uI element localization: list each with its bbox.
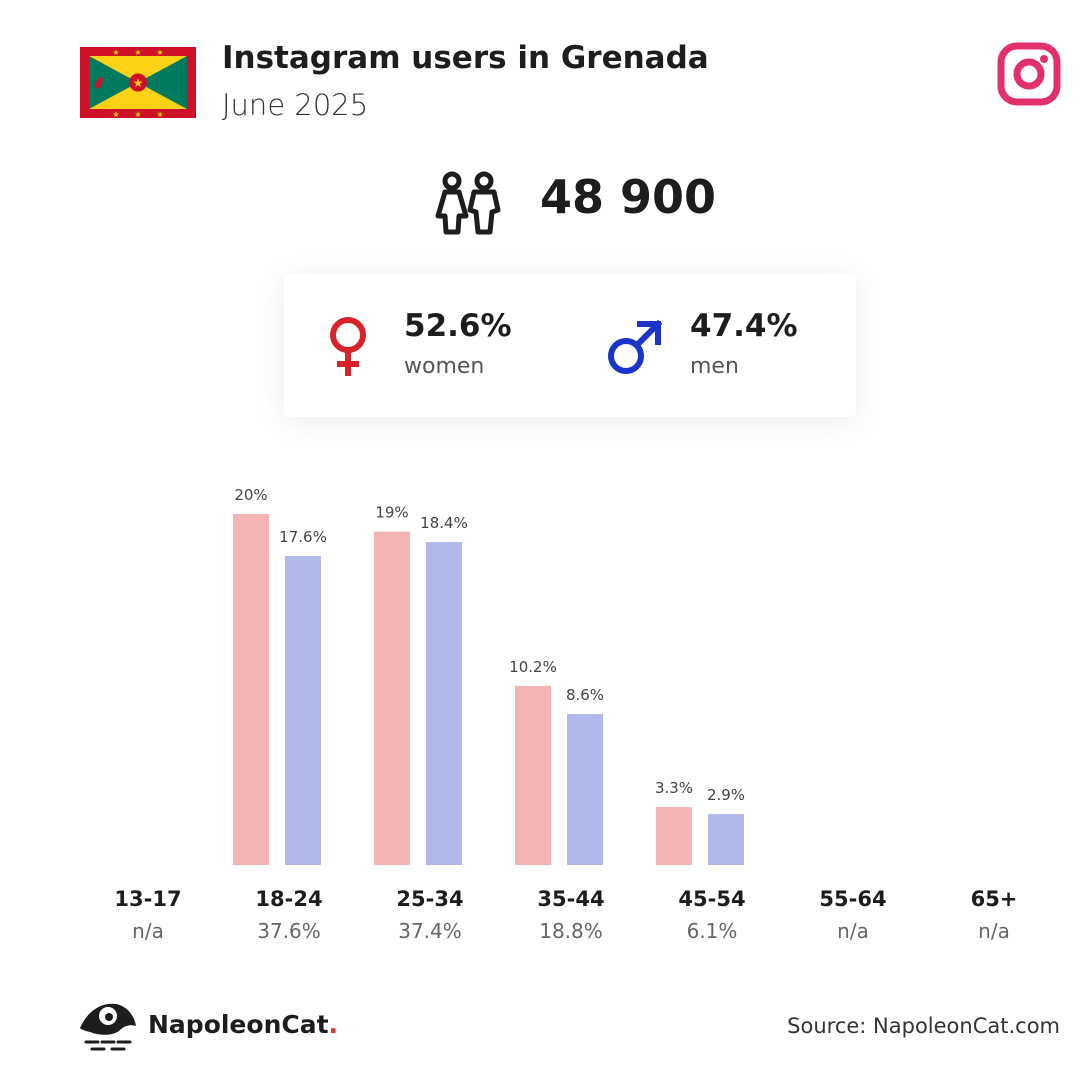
age-label-18-24: 18-24 bbox=[255, 887, 322, 911]
men-label: men bbox=[690, 354, 739, 379]
age-total-25-34: 37.4% bbox=[398, 919, 462, 943]
svg-text:★: ★ bbox=[156, 48, 163, 57]
svg-text:★: ★ bbox=[133, 76, 144, 90]
bar-men-25-34 bbox=[426, 542, 462, 865]
brand-name-text: NapoleonCat bbox=[148, 1010, 329, 1039]
data-label-women-25-34: 19% bbox=[375, 504, 408, 522]
bar-women-25-34 bbox=[374, 531, 410, 865]
men-percent: 47.4% bbox=[690, 308, 798, 344]
women-label: women bbox=[404, 354, 485, 379]
data-label-women-45-54: 3.3% bbox=[655, 779, 693, 797]
bar-women-45-54 bbox=[656, 807, 692, 865]
people-icon bbox=[435, 171, 501, 235]
svg-text:★: ★ bbox=[134, 48, 141, 57]
women-percent: 52.6% bbox=[404, 308, 512, 344]
data-label-men-35-44: 8.6% bbox=[566, 686, 604, 704]
age-label-25-34: 25-34 bbox=[396, 887, 463, 911]
age-total-65+: n/a bbox=[978, 919, 1010, 943]
source-note: Source: NapoleonCat.com bbox=[787, 1014, 1060, 1038]
instagram-icon bbox=[997, 42, 1061, 106]
age-label-55-64: 55-64 bbox=[819, 887, 886, 911]
svg-text:★: ★ bbox=[112, 48, 119, 57]
bar-men-35-44 bbox=[567, 714, 603, 865]
data-label-men-18-24: 17.6% bbox=[279, 528, 327, 546]
age-total-55-64: n/a bbox=[837, 919, 869, 943]
svg-text:★: ★ bbox=[112, 110, 119, 118]
total-users: 48 900 bbox=[540, 170, 717, 224]
bar-men-18-24 bbox=[285, 556, 321, 865]
brand-dot: . bbox=[328, 1010, 339, 1039]
bar-women-35-44 bbox=[515, 685, 551, 865]
data-label-women-18-24: 20% bbox=[234, 486, 267, 504]
male-symbol-icon bbox=[608, 319, 663, 374]
svg-text:★: ★ bbox=[134, 110, 141, 118]
female-symbol-icon bbox=[330, 317, 366, 376]
age-label-13-17: 13-17 bbox=[114, 887, 181, 911]
napoleoncat-logo-icon bbox=[80, 1003, 136, 1051]
age-total-35-44: 18.8% bbox=[539, 919, 603, 943]
data-label-men-45-54: 2.9% bbox=[707, 786, 745, 804]
gender-card bbox=[284, 274, 856, 417]
svg-text:★: ★ bbox=[156, 110, 163, 118]
age-label-65+: 65+ bbox=[971, 887, 1018, 911]
bar-women-18-24 bbox=[233, 514, 269, 865]
bar-men-45-54 bbox=[708, 814, 744, 865]
data-label-men-25-34: 18.4% bbox=[420, 514, 468, 532]
age-gender-bar-chart: 13-17 n/a 20% 17.6% 18-24 37.6% 19% 18.4% 25-34 3… bbox=[114, 486, 1018, 943]
page-title: Instagram users in Grenada bbox=[222, 40, 709, 76]
age-total-18-24: 37.6% bbox=[257, 919, 321, 943]
age-label-35-44: 35-44 bbox=[537, 887, 604, 911]
age-total-45-54: 6.1% bbox=[687, 919, 738, 943]
grenada-flag-icon: ★ ★ ★ ★ ★ ★ ★ bbox=[80, 47, 196, 118]
age-label-45-54: 45-54 bbox=[678, 887, 745, 911]
page-subtitle: June 2025 bbox=[222, 88, 369, 122]
data-label-women-35-44: 10.2% bbox=[509, 658, 557, 676]
age-total-13-17: n/a bbox=[132, 919, 164, 943]
brand-name: NapoleonCat. bbox=[148, 1010, 338, 1039]
